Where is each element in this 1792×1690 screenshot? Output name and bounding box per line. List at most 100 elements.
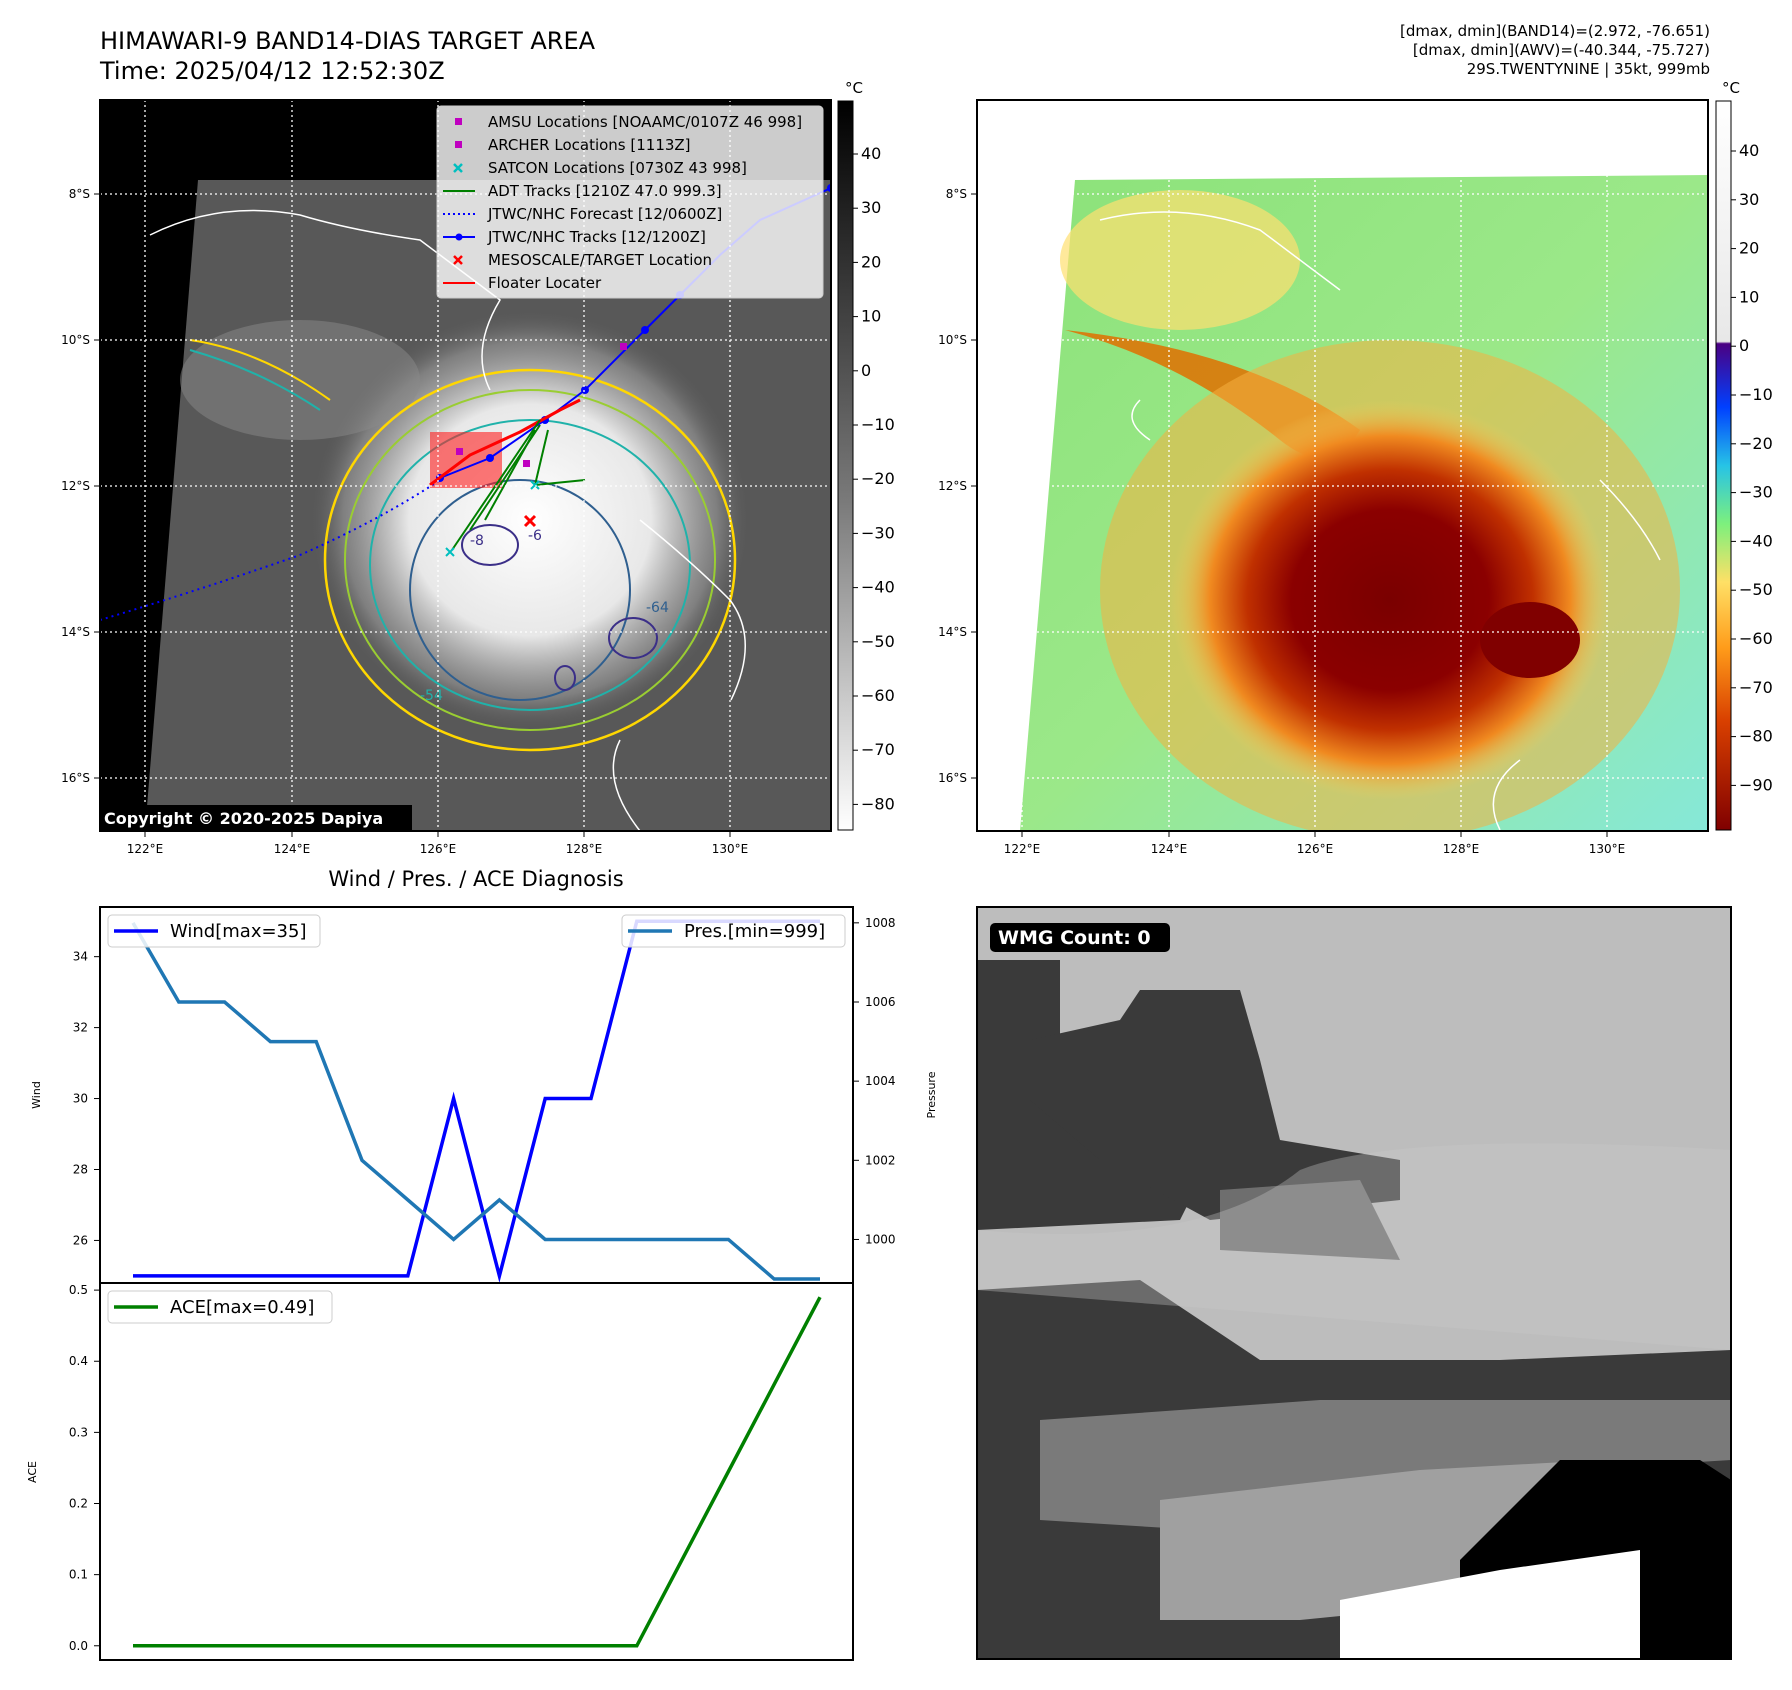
awv-cb-tick-label: −60	[1739, 629, 1773, 648]
ir-contour-blue	[409, 479, 631, 701]
awv-colorbar-unit: °C	[1722, 79, 1740, 97]
wind-y-tick-label: 28	[73, 1162, 88, 1176]
ir-colorbar: °C 40 30 20 10 0 −10 −20 −30 −40 −50 −60 −70 −80	[837, 79, 895, 831]
legend-label: Floater Locater	[488, 274, 602, 292]
wmg-white-region	[1340, 1550, 1640, 1659]
target-location-marker	[523, 514, 537, 528]
pres-y-tick-label: 1000	[865, 1232, 896, 1246]
lon-tick-label: 128°E	[1443, 842, 1480, 856]
ace-y-tick-label: 0.3	[69, 1425, 88, 1439]
wind-pressure-chart: Wind / Pres. / ACE Diagnosis 26 28 30 32 34 1…	[30, 867, 938, 1284]
ir-cb-tick-label: 40	[861, 144, 881, 163]
ir-map-panel: -8 -6 -64 -54 AMSU Locations [NOAAMC/010…	[61, 99, 832, 856]
awv-cb-tick-label: −10	[1739, 385, 1773, 404]
wind-y-tick-label: 32	[73, 1021, 88, 1035]
stats-awv: [dmax, dmin](AWV)=(-40.344, -75.727)	[1412, 41, 1710, 59]
wmg-panel: WMG Count: 0	[976, 906, 1732, 1660]
ir-legend-box	[436, 105, 824, 299]
ir-cb-tick-label: 10	[861, 307, 881, 326]
lat-tick-label: 16°S	[938, 771, 967, 785]
ace-legend-label: ACE[max=0.49]	[170, 1297, 314, 1318]
stats-block: [dmax, dmin](BAND14)=(2.972, -76.651) [d…	[1400, 22, 1710, 79]
lon-tick-label: 126°E	[1297, 842, 1334, 856]
amsu-archer-markers	[456, 343, 627, 467]
lat-tick-label: 10°S	[61, 333, 90, 347]
copyright-badge	[100, 805, 412, 831]
title-line-1: HIMAWARI-9 BAND14-DIAS TARGET AREA	[100, 27, 596, 55]
legend-marker-x	[453, 163, 463, 173]
ace-frame	[99, 1282, 854, 1661]
lon-tick-label: 130°E	[712, 842, 749, 856]
ir-contour-band	[189, 339, 331, 401]
awv-cb-tick-label: −50	[1739, 580, 1773, 599]
legend-label: ARCHER Locations [1113Z]	[488, 136, 691, 154]
stats-band14: [dmax, dmin](BAND14)=(2.972, -76.651)	[1399, 22, 1710, 40]
legend-label: AMSU Locations [NOAAMC/0107Z 46 998]	[488, 113, 802, 131]
ace-chart: 0.0 0.1 0.2 0.3 0.4 0.5 ACE[max=0.49] ACE	[26, 1282, 854, 1661]
ace-legend-box	[107, 1290, 333, 1324]
lon-tick-label: 124°E	[274, 842, 311, 856]
awv-core-east	[1480, 602, 1580, 678]
wind-y-tick-label: 34	[73, 950, 88, 964]
ir-cb-tick-label: −40	[861, 578, 895, 597]
wind-y-tick-label: 30	[73, 1092, 88, 1106]
awv-cb-tick-label: −80	[1739, 727, 1773, 746]
legend-marker-square	[455, 141, 462, 148]
copyright-text: Copyright © 2020-2025 Dapiya	[104, 809, 383, 828]
contour-label-4: -54	[420, 688, 443, 704]
ir-cb-tick-label: −10	[861, 415, 895, 434]
legend-label: ADT Tracks [1210Z 47.0 999.3]	[488, 182, 722, 200]
ir-cb-tick-label: 0	[861, 361, 871, 380]
wmg-mid-region	[1220, 1180, 1400, 1260]
awv-map-panel: 122°E 124°E 126°E 128°E 130°E 8°S 10°S 12°S 14°S…	[938, 99, 1709, 856]
ir-cb-tick-label: 30	[861, 198, 881, 217]
ir-contour-band-2	[189, 349, 321, 411]
pres-y-tick-label: 1006	[865, 995, 896, 1009]
awv-coastline	[1099, 211, 1661, 831]
lon-tick-label: 130°E	[1589, 842, 1626, 856]
ir-contour-core-3	[554, 665, 576, 691]
lon-tick-label: 128°E	[566, 842, 603, 856]
ir-contour-core-2	[608, 617, 658, 659]
lat-tick-label: 12°S	[938, 479, 967, 493]
figure-title: HIMAWARI-9 BAND14-DIAS TARGET AREA Time:…	[100, 26, 595, 86]
ir-gridlines	[100, 100, 831, 831]
ace-legend: ACE[max=0.49]	[107, 1290, 333, 1324]
ir-legend: AMSU Locations [NOAAMC/0107Z 46 998] ARCH…	[436, 105, 824, 299]
awv-colorbar-ramp	[1715, 100, 1732, 831]
ir-contour-core-1	[461, 524, 519, 566]
contour-label-2: -6	[528, 528, 542, 544]
ir-contour-yellow	[323, 368, 737, 752]
wind-pres-frame	[99, 906, 854, 1284]
ir-colorbar-unit: °C	[845, 79, 863, 97]
lat-tick-label: 8°S	[69, 187, 90, 201]
pressure-legend-label: Pres.[min=999]	[684, 921, 825, 942]
series-line-ace	[133, 1296, 822, 1648]
ir-contour-teal	[369, 419, 691, 711]
awv-cb-tick-label: −20	[1739, 434, 1773, 453]
wind-legend: Wind[max=35]	[107, 914, 321, 948]
awv-map-frame	[976, 99, 1709, 832]
ir-cb-tick-label: −80	[861, 794, 895, 813]
awv-cb-tick-label: −40	[1739, 531, 1773, 550]
awv-cb-tick-label: 10	[1739, 287, 1759, 306]
wind-axis-label: Wind	[30, 1081, 43, 1109]
lat-tick-label: 14°S	[938, 625, 967, 639]
wind-y-tick-label: 26	[73, 1233, 88, 1247]
ace-y-tick-label: 0.0	[69, 1639, 88, 1653]
awv-cb-tick-label: 0	[1739, 336, 1749, 355]
jtwc-forecast-track	[100, 479, 441, 621]
chart-title: Wind / Pres. / ACE Diagnosis	[328, 867, 623, 891]
ir-cb-tick-label: 20	[861, 252, 881, 271]
awv-cb-tick-label: 20	[1739, 239, 1759, 258]
lon-tick-label: 122°E	[127, 842, 164, 856]
ir-cb-tick-label: −70	[861, 740, 895, 759]
ace-y-tick-label: 0.4	[69, 1354, 88, 1368]
wmg-frame	[976, 906, 1732, 1660]
legend-marker-dot	[455, 233, 463, 241]
wmg-count-badge	[990, 923, 1170, 952]
lat-tick-label: 12°S	[61, 479, 90, 493]
ace-y-tick-label: 0.2	[69, 1497, 88, 1511]
contour-label-3: -64	[646, 600, 669, 616]
